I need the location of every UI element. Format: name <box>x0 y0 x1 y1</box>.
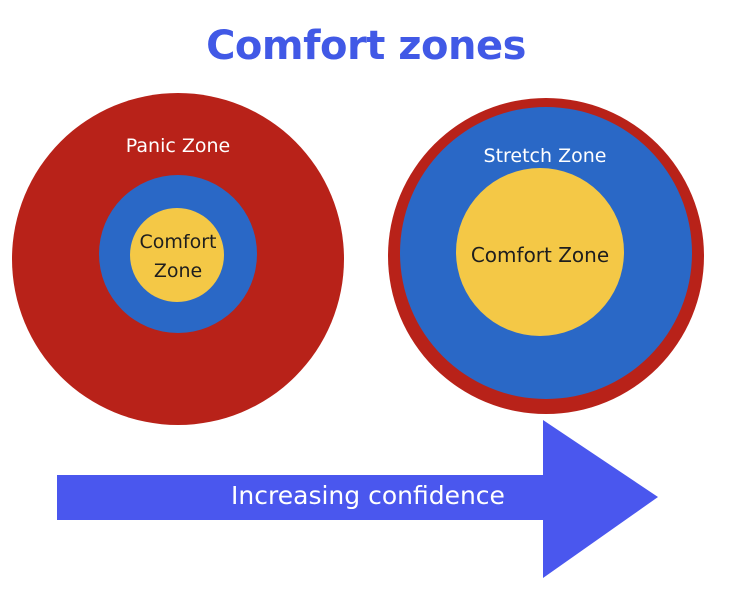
left-comfort-zone-circle <box>130 208 224 302</box>
arrow-label: Increasing confidence <box>231 481 505 510</box>
left-panic-zone-label: Panic Zone <box>126 135 230 157</box>
right-stretch-zone-label: Stretch Zone <box>484 145 607 167</box>
right-comfort-zone-label: Comfort Zone <box>471 243 609 267</box>
left-comfort-zone-label-line1: Comfort <box>140 231 217 253</box>
right-zone-diagram: Stretch Zone Comfort Zone <box>388 98 704 414</box>
left-zone-diagram: Panic Zone Comfort Zone <box>12 93 344 425</box>
left-comfort-zone-label-line2: Zone <box>154 260 202 282</box>
diagram-title: Comfort zones <box>206 23 526 69</box>
right-comfort-zone-circle <box>456 168 624 336</box>
arrow-shape <box>57 420 658 578</box>
confidence-arrow: Increasing confidence <box>57 420 658 578</box>
